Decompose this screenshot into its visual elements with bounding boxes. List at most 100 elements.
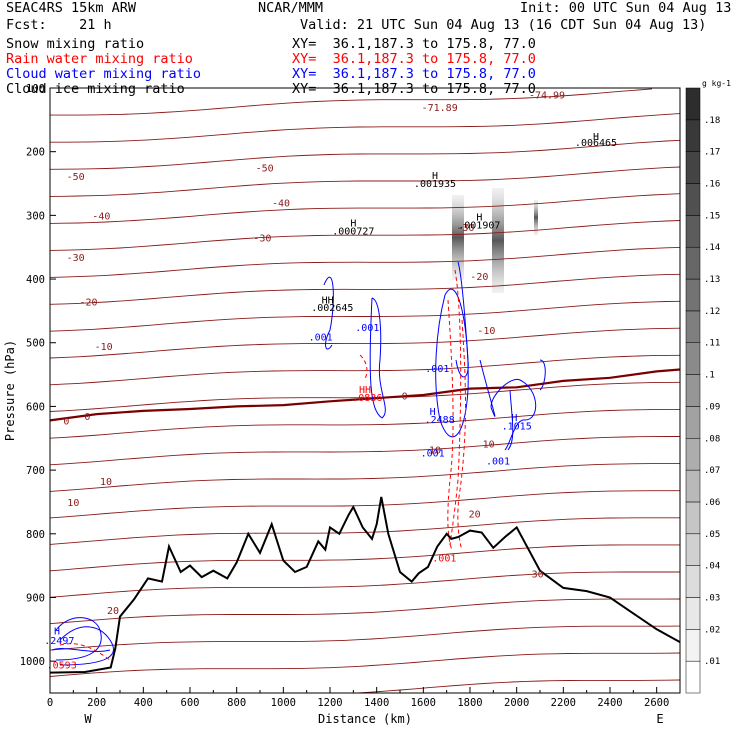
y-tick-label: 800 — [26, 529, 45, 541]
field-label-rain: Rain water mixing ratio — [6, 51, 193, 67]
y-tick-label: 100 — [26, 83, 45, 95]
isotherm-contour — [50, 88, 653, 116]
y-axis-label: Pressure (hPa) — [3, 340, 17, 441]
isotherm-label: 10 — [67, 498, 79, 509]
valid-time: Valid: 21 UTC Sun 04 Aug 13 (16 CDT Sun … — [300, 17, 707, 33]
extremum-label: .001 — [486, 457, 510, 468]
isotherm-label: -50 — [67, 172, 85, 183]
isotherm-label: -40 — [92, 211, 110, 222]
extremum-label: .2488 — [425, 415, 455, 426]
isotherm-contour — [49, 571, 680, 598]
isotherm-contour — [357, 679, 681, 694]
isotherm-label: 20 — [469, 509, 481, 520]
isotherm-contour — [50, 113, 681, 143]
extremum-label: HH — [359, 385, 371, 396]
colorbar-swatch — [685, 246, 701, 280]
cloud-water-contour — [369, 297, 386, 419]
extremum-label: H — [350, 218, 356, 229]
extremum-label: .0836 — [352, 393, 382, 404]
extremum-label: .002645 — [311, 303, 353, 314]
isotherm-contour — [49, 463, 680, 492]
extremum-label: .1015 — [502, 422, 532, 433]
snow-ice-shading — [452, 188, 538, 293]
isotherm-label: -20 — [79, 297, 97, 308]
snow-shade-column-b — [492, 188, 504, 293]
field-xy-snow: XY= 36.1,187.3 to 175.8, 77.0 — [292, 36, 536, 52]
rain-water-contours — [59, 269, 466, 661]
cloud-water-contour — [435, 288, 469, 438]
freezing-level-line-group — [49, 368, 681, 422]
freezing-level-line — [49, 368, 681, 422]
rain-water-contour — [359, 354, 368, 381]
colorbar-tick-label: .13 — [704, 275, 720, 285]
cloud-water-contour — [507, 389, 514, 451]
colorbar-tick-label: .02 — [704, 625, 720, 635]
isotherm-contour — [49, 544, 680, 572]
field-xy-cloud-water: XY= 36.1,187.3 to 175.8, 77.0 — [292, 66, 536, 82]
forecast-hour: Fcst: 21 h — [6, 17, 112, 33]
colorbar-swatch — [685, 469, 701, 503]
cloud-water-contour — [455, 261, 469, 378]
isotherm-contour — [49, 246, 681, 278]
isotherm-contour — [49, 652, 681, 677]
colorbar-tick-label: .07 — [704, 466, 720, 476]
colorbar-swatch — [685, 215, 701, 248]
colorbar-tick-label: .09 — [704, 402, 720, 412]
isotherm-contour — [49, 598, 681, 625]
extremum-label: .001907 — [458, 220, 500, 231]
cloud-water-contours — [51, 261, 546, 666]
isotherm-contour — [49, 327, 681, 359]
extremum-label: H — [432, 171, 438, 182]
isotherm-label: 20 — [107, 606, 119, 617]
isotherm-contour — [49, 300, 681, 332]
x-tick-label: 1000 — [271, 697, 296, 709]
contour-labels: -74.99 -71.89 -50 -50 -40 -40 -30 -30 -30 -20 -20 -… — [44, 90, 617, 671]
x-axis-label: Distance (km) — [318, 712, 412, 726]
y-tick-label: 900 — [26, 592, 45, 604]
field-xy-cloud-ice: XY= 36.1,187.3 to 175.8, 77.0 — [292, 81, 536, 97]
isotherm-label: -10 — [477, 326, 495, 337]
colorbar-tick-label: .14 — [704, 243, 720, 253]
isotherm-contour — [49, 220, 681, 251]
extremum-label: .001 — [421, 448, 445, 459]
extremum-label: .001 — [309, 332, 333, 343]
isotherm-label: -40 — [272, 199, 290, 210]
isotherm-label: 30 — [532, 569, 544, 580]
x-end-label-west: W — [84, 712, 92, 726]
cloud-water-contour — [55, 617, 102, 661]
isotherm-label: -30 — [253, 234, 271, 245]
isotherm-label: -30 — [456, 223, 474, 234]
colorbar-swatch — [685, 119, 701, 152]
rain-water-contour — [457, 319, 466, 551]
extremum-label: H — [511, 413, 517, 424]
terrain-profile — [49, 496, 681, 674]
y-tick-label: 400 — [26, 274, 45, 286]
colorbar-swatch — [685, 278, 701, 312]
rain-water-contour — [59, 643, 111, 661]
x-tick-label: 1600 — [411, 697, 436, 709]
x-end-label-east: E — [656, 712, 663, 726]
isotherm-contour — [49, 381, 681, 412]
colorbar-swatch — [685, 597, 701, 630]
colorbar-unit: g kg-1 — [702, 79, 731, 88]
extremum-label: .001935 — [414, 179, 456, 190]
cloud-water-contour — [479, 359, 537, 451]
center-label: NCAR/MMM — [258, 0, 324, 16]
extremum-label: .000727 — [332, 227, 374, 238]
colorbar-swatch — [685, 565, 701, 598]
colorbar-swatch — [685, 342, 701, 375]
colorbar-swatch — [685, 533, 701, 566]
cloud-water-contour — [539, 359, 546, 391]
temperature-isotherms — [49, 87, 681, 694]
extremum-label: H — [430, 407, 436, 418]
extremum-label: H — [476, 213, 482, 224]
colorbar-tick-label: .06 — [704, 498, 720, 508]
terrain-profile-group — [49, 496, 681, 674]
field-label-cloud-ice: Cloud ice mixing ratio — [6, 81, 185, 97]
isotherm-contour — [49, 517, 680, 545]
colorbar-tick-label: .18 — [704, 116, 720, 126]
field-label-cloud-water: Cloud water mixing ratio — [6, 66, 202, 82]
extremum-label: H — [593, 132, 599, 143]
init-time: Init: 00 UTC Sun 04 Aug 13 — [520, 0, 732, 16]
colorbar-tick-label: .1 — [704, 371, 715, 381]
